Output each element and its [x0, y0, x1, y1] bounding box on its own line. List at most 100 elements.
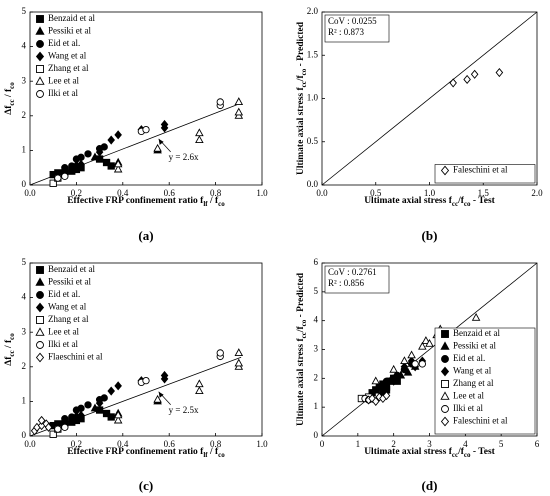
data-point	[234, 107, 244, 116]
x-axis-label-part: co	[464, 200, 471, 208]
data-point	[425, 338, 434, 347]
x-tick-label: 0.6	[164, 188, 176, 198]
x-axis-label-part: co	[218, 451, 225, 459]
x-axis-label-part: lf	[203, 451, 208, 459]
y-axis-label: Ultimate axial stress fcc/fco - Predicte…	[296, 21, 307, 175]
stats-box	[324, 265, 390, 294]
data-point	[449, 78, 457, 88]
data-point	[61, 164, 69, 172]
plot-frame	[29, 11, 263, 186]
panel-label: (c)	[139, 478, 153, 493]
data-point	[389, 364, 398, 373]
x-axis-label-part: cc	[452, 451, 458, 459]
x-axis-label-part: co	[464, 451, 471, 459]
x-axis-label-part: /f	[457, 196, 465, 206]
x-tick-label: 0.2	[71, 439, 82, 449]
legend-label: Zhang et al	[48, 63, 89, 73]
data-point	[411, 360, 419, 368]
data-point	[95, 147, 104, 157]
y-axis-label-part: Ultimate axial stress f	[296, 87, 306, 176]
data-point	[234, 358, 244, 367]
data-point	[418, 360, 426, 368]
x-tick-label: 1.0	[424, 188, 436, 198]
x-axis-label-part: cc	[452, 200, 458, 208]
y-axis-label-part: /f	[296, 75, 306, 83]
data-point	[195, 386, 204, 395]
y-axis-label-part: /f	[296, 326, 306, 334]
data-point	[61, 423, 69, 431]
legend-marker	[36, 40, 44, 48]
data-point	[195, 135, 204, 144]
legend-marker	[440, 165, 450, 176]
equality-line	[321, 262, 538, 437]
y-tick-label: 5	[22, 6, 27, 16]
data-point	[114, 381, 122, 391]
y-axis-label-part: - Predicted	[296, 272, 306, 319]
data-point	[107, 386, 115, 396]
x-tick-label: 0.0	[24, 439, 36, 449]
data-point	[84, 401, 92, 409]
y-tick-label: 0.5	[307, 136, 319, 146]
y-tick-label: 6	[314, 257, 319, 267]
x-axis-label-part: lf	[203, 200, 208, 208]
legend-marker	[441, 380, 449, 388]
x-axis-label-part: Ultimate axial stress f	[364, 447, 453, 457]
y-tick-label: 0.0	[307, 179, 319, 189]
x-tick-label: 1.0	[256, 439, 268, 449]
y-tick-label: 1	[314, 401, 319, 411]
y-tick-label: 1	[22, 144, 27, 154]
legend-marker	[35, 26, 45, 35]
data-point	[379, 382, 387, 392]
data-point	[68, 162, 76, 170]
data-point	[470, 69, 479, 79]
data-point	[142, 125, 150, 134]
legend-label: Benzaid et al	[48, 13, 95, 23]
x-tick-label: 0	[320, 439, 325, 449]
legend-label: Zhang et al	[48, 314, 89, 324]
legend-label: Faleschini et al	[453, 165, 508, 175]
legend-marker	[36, 90, 44, 98]
data-point	[407, 350, 416, 359]
y-axis-label-part: co	[8, 82, 16, 89]
data-point	[77, 410, 85, 420]
x-axis-label-part: co	[218, 200, 225, 208]
data-point	[90, 152, 100, 161]
legend-label: Lee et al	[453, 391, 484, 401]
data-point	[234, 348, 244, 356]
x-axis-label-part: - Test	[471, 447, 496, 457]
x-tick-label: 0.2	[71, 188, 82, 198]
trend-label: y = 2.5x	[169, 405, 199, 415]
y-axis-label-part: Δf	[4, 356, 14, 366]
data-point	[37, 415, 46, 425]
x-tick-label: 0.8	[210, 439, 222, 449]
data-point	[153, 143, 162, 152]
legend-marker	[441, 405, 449, 413]
trend-arrowhead	[158, 138, 164, 145]
y-axis-label: Ultimate axial stress fcc/fco - Predicte…	[296, 272, 307, 426]
data-point	[54, 425, 62, 433]
data-point	[77, 153, 85, 161]
x-tick-label: 6	[535, 439, 540, 449]
y-axis-label-part: cc	[300, 332, 308, 338]
legend-marker	[36, 65, 44, 73]
x-tick-label: 2.0	[531, 188, 543, 198]
data-point	[113, 410, 123, 419]
x-tick-label: 0.8	[210, 188, 222, 198]
x-tick-label: 1.5	[478, 188, 490, 198]
data-point	[90, 403, 100, 412]
legend-marker	[35, 51, 45, 62]
data-point	[400, 362, 409, 372]
data-point	[68, 413, 76, 421]
x-axis-label: Effective FRP confinement ratio flf / fc…	[67, 447, 225, 458]
panel-label: (a)	[138, 228, 153, 243]
stats-text: CoV : 0.2761	[328, 267, 377, 277]
x-tick-label: 2	[391, 439, 396, 449]
x-tick-label: 3	[427, 439, 432, 449]
x-tick-label: 0.0	[24, 188, 36, 198]
x-tick-label: 0.4	[117, 439, 129, 449]
data-point	[195, 128, 204, 137]
equality-line	[321, 11, 538, 186]
legend-marker	[441, 355, 449, 363]
y-tick-label: 1.5	[307, 49, 319, 59]
